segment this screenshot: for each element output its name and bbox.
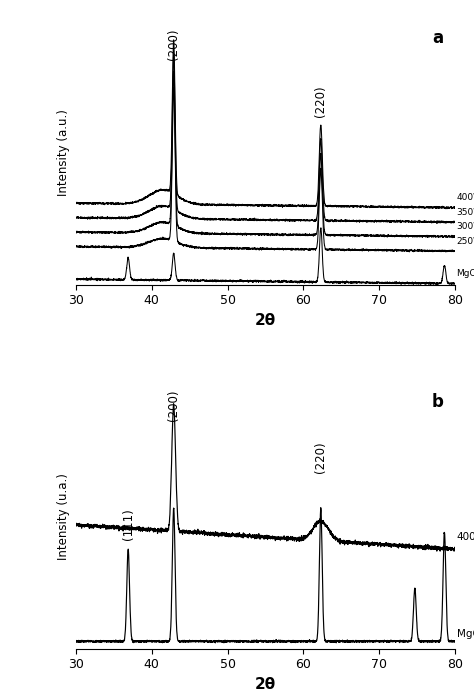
Text: 350W: 350W [456, 208, 474, 217]
Y-axis label: Intensity (a.u.): Intensity (a.u.) [57, 109, 70, 196]
X-axis label: 2θ: 2θ [255, 677, 276, 690]
Text: (200): (200) [167, 28, 180, 60]
Text: (220): (220) [314, 86, 328, 117]
Text: 250W: 250W [456, 237, 474, 246]
Text: 400W: 400W [456, 532, 474, 542]
Text: a: a [433, 28, 444, 47]
Text: MgO: MgO [456, 269, 474, 278]
Text: MgO Target: MgO Target [456, 629, 474, 639]
Text: b: b [432, 393, 444, 411]
Y-axis label: Intensity (u.a.): Intensity (u.a.) [57, 473, 70, 560]
Text: 400W: 400W [456, 193, 474, 202]
Text: (111): (111) [122, 508, 135, 540]
Text: 300W: 300W [456, 222, 474, 231]
X-axis label: 2θ: 2θ [255, 313, 276, 328]
Text: (220): (220) [314, 441, 328, 473]
Text: (200): (200) [167, 390, 180, 422]
